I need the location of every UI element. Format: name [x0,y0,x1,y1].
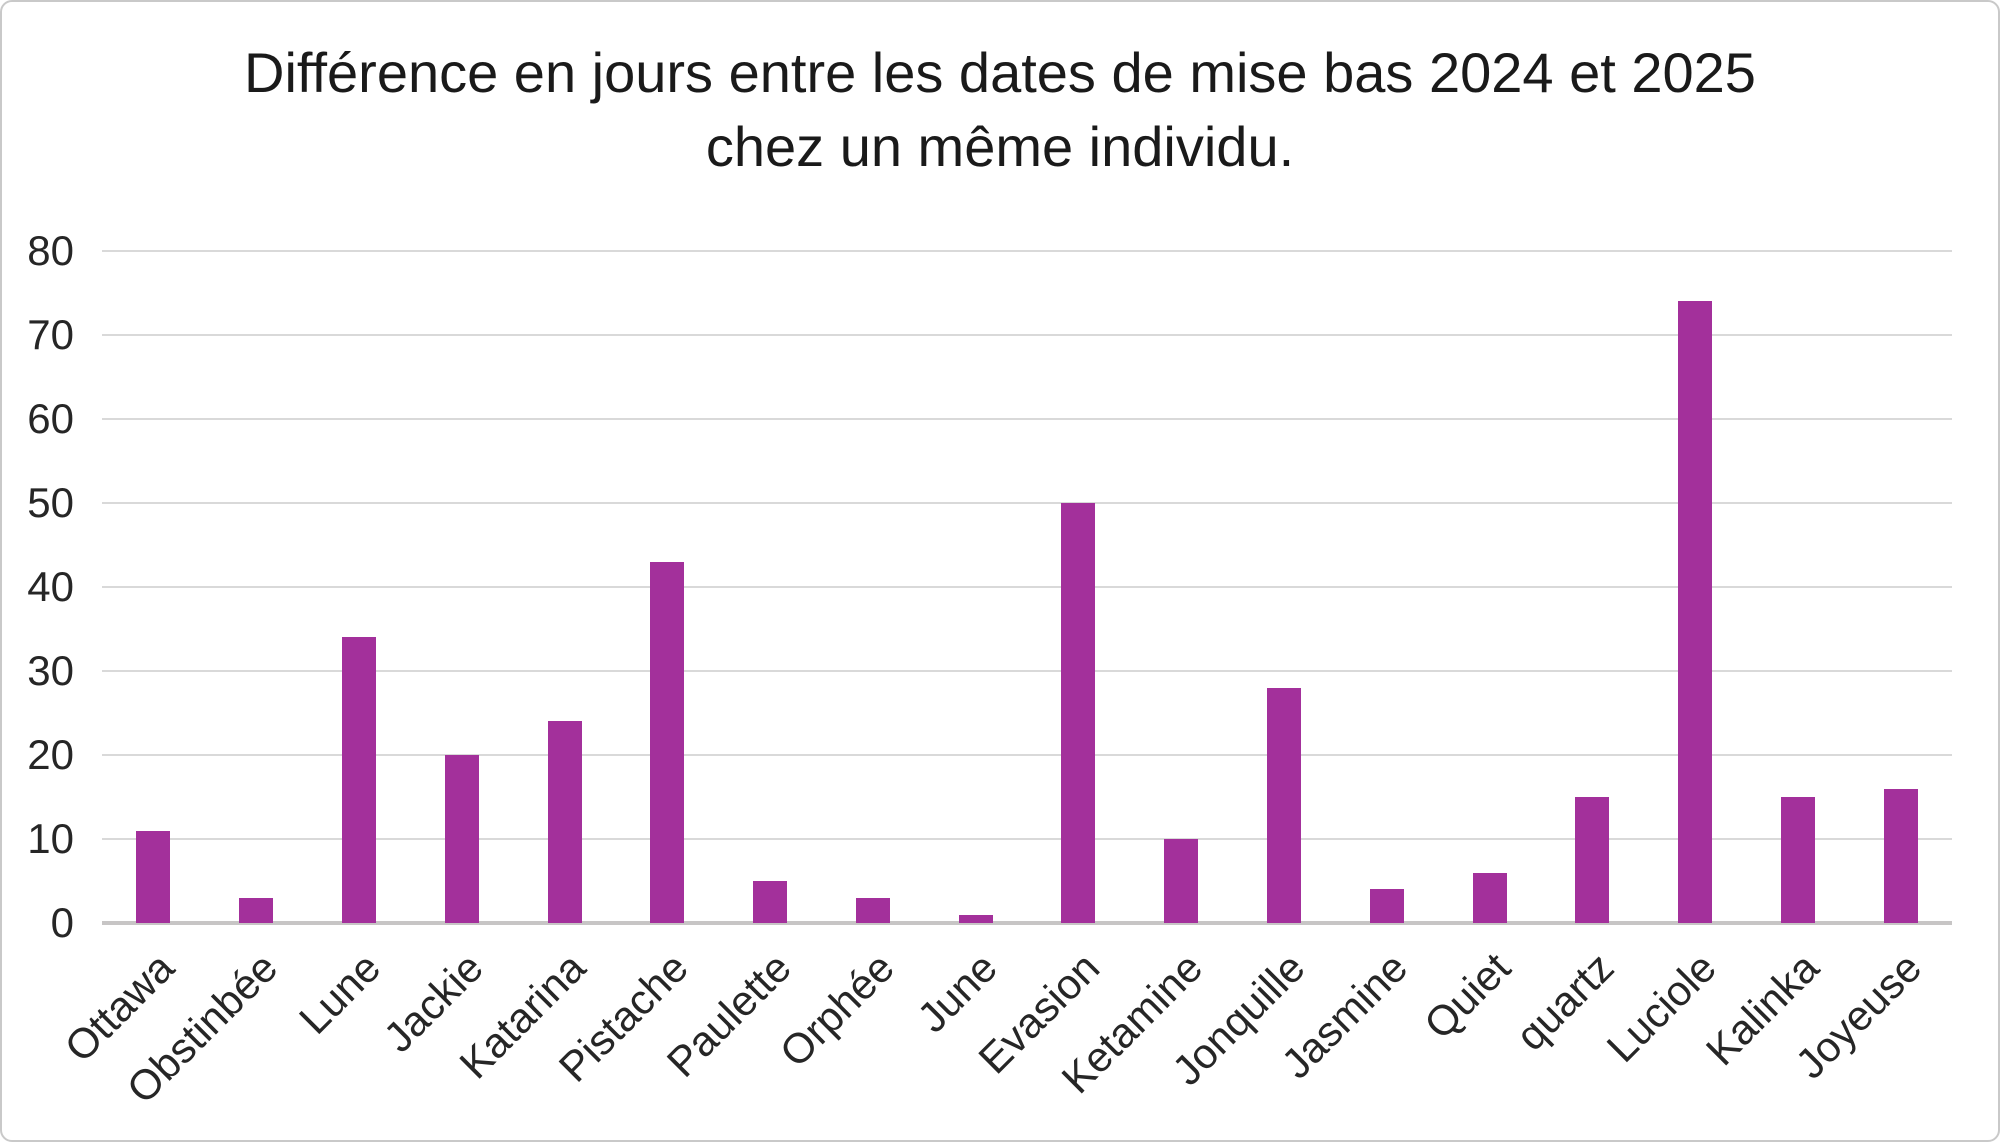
y-axis-tick-label-10: 10 [27,815,74,862]
gridline-y-10 [102,838,1952,840]
y-axis-tick-label-0: 0 [50,899,74,946]
gridline-y-70 [102,334,1952,336]
bar-lune [341,637,376,923]
bar-quiet [1472,872,1507,923]
y-axis-tick-label-50: 50 [27,479,74,526]
bar-ottawa [136,830,171,923]
bar-orphee [855,897,890,923]
x-axis-label-luciole: Luciole [1597,943,1725,1071]
y-axis-tick-label-40: 40 [27,563,74,610]
x-axis-label-orphee: Orphée [770,943,903,1076]
chart-title-container: Différence en jours entre les dates de m… [2,36,1998,185]
bar-obstinbee [239,897,274,923]
bar-jasmine [1369,889,1404,923]
bar-jackie [444,755,479,923]
y-axis-tick-label-80: 80 [27,227,74,274]
bar-jonquille [1266,687,1301,923]
y-axis-tick-label-70: 70 [27,311,74,358]
bar-evasion [1061,503,1096,923]
bar-joyeuse [1883,788,1918,923]
bar-katarina [547,721,582,923]
bar-ketamine [1164,839,1199,923]
y-axis-tick-label-60: 60 [27,395,74,442]
gridline-y-80 [102,250,1952,252]
bar-paulette [753,881,788,923]
x-axis-baseline [102,921,1952,925]
y-axis-tick-label-30: 30 [27,647,74,694]
gridline-y-20 [102,754,1952,756]
gridline-y-60 [102,418,1952,420]
chart-title: Différence en jours entre les dates de m… [244,41,1756,179]
gridline-y-30 [102,670,1952,672]
bar-luciole [1678,301,1713,923]
bar-pistache [650,561,685,923]
gridline-y-50 [102,502,1952,504]
y-axis-tick-label-20: 20 [27,731,74,778]
x-axis-label-quiet: Quiet [1415,943,1520,1048]
bar-quartz [1575,797,1610,923]
gridline-y-40 [102,586,1952,588]
bar-kalinka [1780,797,1815,923]
bar-june [958,914,993,923]
